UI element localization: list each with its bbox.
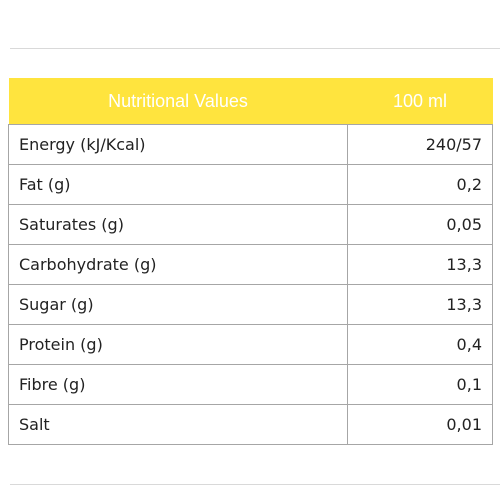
header-label: Nutritional Values xyxy=(8,78,348,125)
row-label-fat: Fat (g) xyxy=(8,164,348,205)
row-value-carbohydrate: 13,3 xyxy=(347,244,493,285)
nutrition-table: Nutritional Values 100 ml Energy (kJ/Kca… xyxy=(8,78,493,445)
table-row: Energy (kJ/Kcal) 240/57 xyxy=(8,124,493,165)
row-value-saturates: 0,05 xyxy=(347,204,493,245)
row-value-protein: 0,4 xyxy=(347,324,493,365)
row-label-protein: Protein (g) xyxy=(8,324,348,365)
header-unit: 100 ml xyxy=(347,78,493,125)
table-header-row: Nutritional Values 100 ml xyxy=(8,78,493,125)
row-label-energy: Energy (kJ/Kcal) xyxy=(8,124,348,165)
row-label-carbohydrate: Carbohydrate (g) xyxy=(8,244,348,285)
row-label-salt: Salt xyxy=(8,404,348,445)
row-value-sugar: 13,3 xyxy=(347,284,493,325)
top-divider xyxy=(10,48,500,49)
table-row: Sugar (g) 13,3 xyxy=(8,284,493,325)
row-label-sugar: Sugar (g) xyxy=(8,284,348,325)
row-label-saturates: Saturates (g) xyxy=(8,204,348,245)
table-row: Saturates (g) 0,05 xyxy=(8,204,493,245)
table-row: Carbohydrate (g) 13,3 xyxy=(8,244,493,285)
bottom-divider xyxy=(10,484,500,485)
row-value-salt: 0,01 xyxy=(347,404,493,445)
table-row: Fat (g) 0,2 xyxy=(8,164,493,205)
row-label-fibre: Fibre (g) xyxy=(8,364,348,405)
row-value-fibre: 0,1 xyxy=(347,364,493,405)
table-row: Fibre (g) 0,1 xyxy=(8,364,493,405)
row-value-energy: 240/57 xyxy=(347,124,493,165)
row-value-fat: 0,2 xyxy=(347,164,493,205)
table-row: Protein (g) 0,4 xyxy=(8,324,493,365)
table-row: Salt 0,01 xyxy=(8,404,493,445)
